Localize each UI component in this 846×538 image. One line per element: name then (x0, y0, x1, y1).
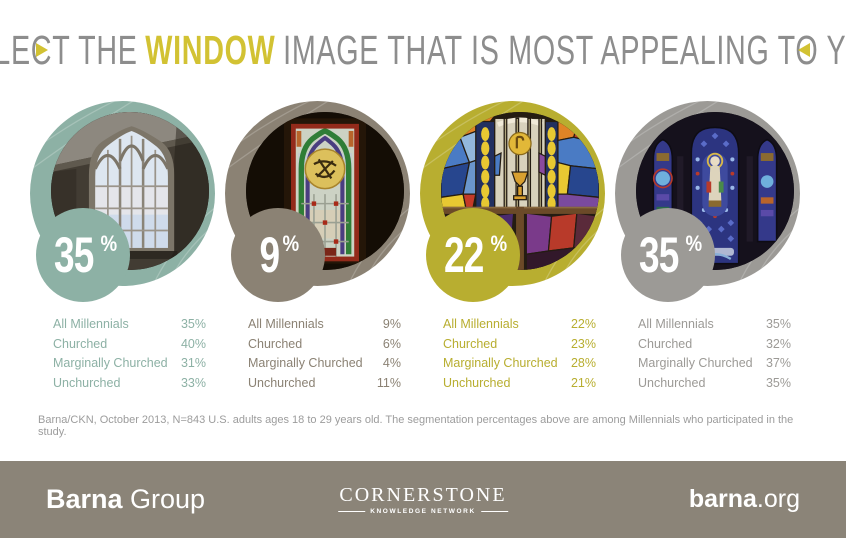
stat-row: Unchurched 11% (248, 374, 401, 394)
stat-row: All Millennials 35% (53, 315, 206, 335)
percent-badge-4: 35% (621, 208, 715, 302)
stat-label: Marginally Churched (53, 356, 168, 370)
stat-value: 37% (765, 356, 791, 370)
percent-sign: % (282, 231, 299, 256)
stats-window-2: All Millennials 9% Churched 6% Marginally … (225, 315, 410, 393)
stat-label: Churched (248, 336, 303, 351)
stat-row: Unchurched 21% (443, 374, 596, 394)
stat-label: Churched (638, 336, 693, 351)
stat-value: 35% (765, 317, 791, 331)
badge-value: 35 (54, 227, 95, 283)
stats-window-4: All Millennials 35% Churched 32% Marginall… (615, 315, 800, 393)
stat-label: Unchurched (53, 375, 121, 390)
stat-row: All Millennials 22% (443, 315, 596, 335)
stat-label: All Millennials (443, 317, 519, 331)
stat-row: All Millennials 35% (638, 315, 791, 335)
stats-window-3: All Millennials 22% Churched 23% Marginall… (420, 315, 605, 393)
window-photo-4 (636, 112, 794, 270)
stat-row: Churched 32% (638, 335, 791, 355)
title-prefix: SELECT THE (0, 26, 138, 73)
barna-logo-light: Group (122, 484, 206, 514)
stat-value: 23% (570, 336, 596, 351)
footer-bar: Barna Group CORNERSTONE KNOWLEDGE NETWOR… (0, 461, 846, 538)
badge-value: 35 (639, 227, 680, 283)
barna-org-bold: barna (688, 485, 757, 513)
left-arrow-icon (36, 43, 48, 57)
stat-label: Marginally Churched (443, 356, 558, 370)
stat-value: 22% (570, 317, 596, 331)
options-row: 35% (30, 101, 800, 303)
stat-value: 35% (180, 317, 206, 331)
stat-label: Unchurched (638, 375, 706, 390)
stat-row: Churched 40% (53, 335, 206, 355)
stat-row: Marginally Churched 28% (443, 354, 596, 374)
badge-value: 9 (259, 227, 280, 283)
stat-value: 40% (180, 336, 206, 351)
stat-value: 11% (376, 375, 401, 390)
stat-value: 6% (382, 336, 401, 351)
stat-value: 4% (382, 356, 401, 370)
stat-value: 28% (570, 356, 596, 370)
option-window-2: 9% (225, 101, 410, 303)
percent-badge-3: 22% (426, 208, 520, 302)
stat-label: Marginally Churched (638, 356, 753, 370)
percent-sign: % (490, 231, 508, 256)
stat-label: Marginally Churched (248, 356, 363, 370)
stat-row: Churched 6% (248, 335, 401, 355)
cornerstone-wordmark: CORNERSTONE (339, 483, 507, 506)
stat-value: 35% (765, 375, 791, 390)
percent-sign: % (100, 231, 118, 256)
stats-row: All Millennials 35% Churched 40% Marginall… (30, 315, 800, 393)
option-window-3: 22% (420, 101, 605, 303)
barna-org-link[interactable]: barna.org (689, 485, 800, 514)
stat-value: 31% (180, 356, 206, 370)
barna-org-light: .org (756, 485, 800, 513)
stat-label: Unchurched (443, 375, 511, 390)
right-arrow-icon (798, 43, 810, 57)
stat-row: All Millennials 9% (248, 315, 401, 335)
stat-row: Marginally Churched 4% (248, 354, 401, 374)
stat-label: All Millennials (638, 317, 714, 331)
stat-row: Marginally Churched 37% (638, 354, 791, 374)
stat-label: All Millennials (248, 317, 324, 331)
cornerstone-subtitle: KNOWLEDGE NETWORK (338, 508, 508, 515)
stat-value: 9% (382, 317, 401, 331)
option-window-1: 35% (30, 101, 215, 303)
cornerstone-logo: CORNERSTONE KNOWLEDGE NETWORK (338, 485, 508, 515)
stat-row: Unchurched 35% (638, 374, 791, 394)
percent-badge-1: 35% (36, 208, 130, 302)
divider-line (480, 510, 508, 512)
stat-row: Marginally Churched 31% (53, 354, 206, 374)
option-window-4: 35% (615, 101, 800, 303)
stat-row: Churched 23% (443, 335, 596, 355)
title-suffix: IMAGE THAT IS MOST APPEALING TO YOU (283, 26, 846, 73)
title-highlight: WINDOW (145, 26, 276, 73)
stat-value: 21% (570, 375, 596, 390)
stat-label: Churched (443, 336, 498, 351)
stat-value: 32% (765, 336, 791, 351)
option-circle-4[interactable] (615, 101, 800, 286)
barna-group-logo: Barna Group (46, 484, 205, 515)
barna-logo-bold: Barna (46, 484, 123, 514)
stat-label: All Millennials (53, 317, 129, 331)
percent-sign: % (685, 231, 703, 256)
divider-line (338, 510, 366, 512)
footnote: Barna/CKN, October 2013, N=843 U.S. adul… (38, 414, 794, 438)
stat-label: Unchurched (248, 375, 316, 390)
stat-label: Churched (53, 336, 108, 351)
stat-value: 33% (180, 375, 206, 390)
badge-value: 22 (444, 227, 485, 283)
stats-window-1: All Millennials 35% Churched 40% Marginall… (30, 315, 215, 393)
stat-row: Unchurched 33% (53, 374, 206, 394)
percent-badge-2: 9% (231, 208, 325, 302)
